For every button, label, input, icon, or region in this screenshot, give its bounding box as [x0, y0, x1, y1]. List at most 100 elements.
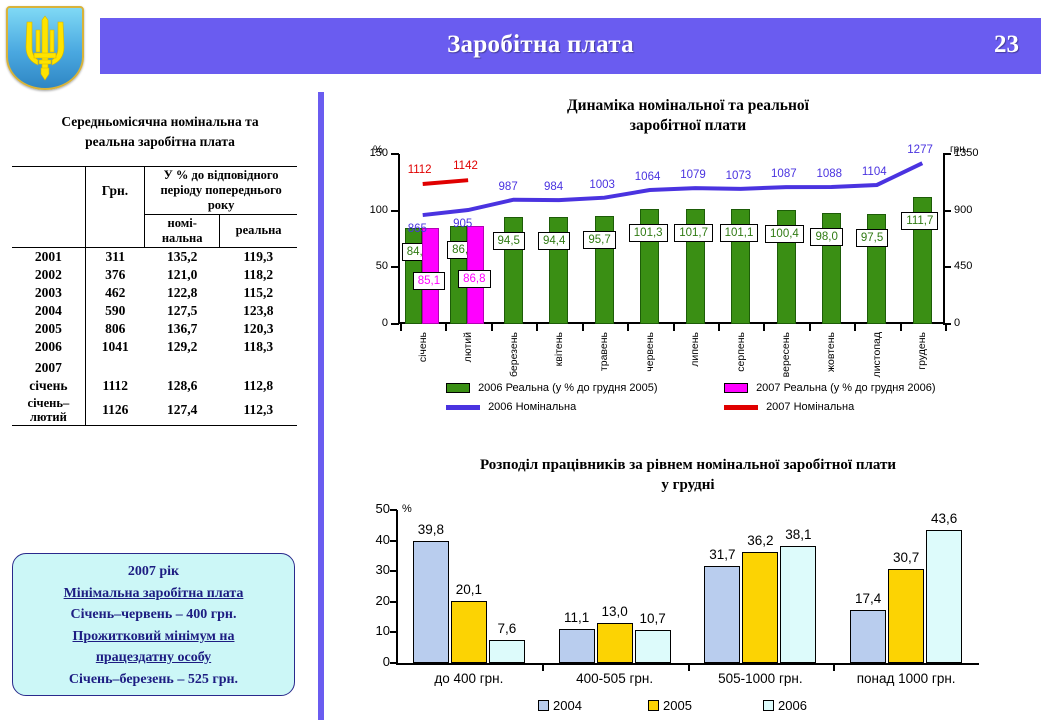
- chart2-ytick-label: 50: [375, 501, 390, 516]
- chart1-line-label-2007-nominal: 1142: [453, 160, 478, 173]
- chart1-bar-label-2006-real: 95,7: [583, 230, 616, 249]
- legend-label-2007-nominal: 2007 Номінальна: [766, 401, 855, 413]
- chart2-ytick-label: 0: [382, 654, 390, 669]
- chart2-bar-label: 38,1: [785, 527, 812, 543]
- chart1-ytick-label: 50: [375, 260, 388, 273]
- chart2-xtick: [687, 665, 690, 671]
- chart1-line-label-2006-nominal: 1064: [634, 171, 661, 183]
- chart1-line-label-2006-nominal: 1003: [589, 178, 615, 191]
- chart1-month-label: грудень: [916, 332, 929, 370]
- legend-swatch-2006-nominal: [446, 404, 480, 410]
- legend-label-2004: 2004: [553, 698, 582, 713]
- legend-label-2006-nominal: 2006 Номінальна: [488, 401, 577, 413]
- chart1-xtick: [627, 324, 630, 331]
- chart1-xtick: [400, 324, 402, 331]
- chart2-bar-2004: [412, 541, 449, 663]
- chart1-month-label: липень: [689, 332, 702, 367]
- chart2-ytick: [390, 662, 397, 664]
- legend-swatch-2004: [538, 700, 549, 711]
- chart2-category-label: 505-1000 грн.: [718, 671, 803, 686]
- chart2-bar-label: 30,7: [892, 550, 920, 566]
- chart1-bar-label-2006-real: 111,7: [901, 212, 939, 231]
- table-header-row-1: Грн. У % до відповідного періоду поперед…: [12, 166, 297, 214]
- chart1-ytick-right-label: 0: [954, 317, 961, 329]
- chart1-xtick: [717, 324, 720, 331]
- chart-dynamics: Динаміка номінальної та реальної заробіт…: [338, 96, 1038, 426]
- chart-dynamics-title: Динаміка номінальної та реальної заробіт…: [567, 97, 809, 134]
- chart2-legend-item: 2004: [538, 698, 582, 713]
- chart1-line-label-2007-nominal: 1112: [407, 163, 432, 176]
- chart1-line-label-2006-nominal: 984: [543, 181, 564, 194]
- chart2-legend-item: 2006: [763, 698, 807, 713]
- table-row: 2007: [12, 355, 297, 377]
- chart-distribution-title: Розподіл працівників за рівнем номінальн…: [479, 457, 896, 493]
- chart2-ytick: [390, 631, 397, 634]
- chart2-legend-item: 2005: [648, 698, 692, 713]
- chart1-ytick: [391, 153, 399, 155]
- chart2-ytick: [390, 570, 397, 573]
- minimum-wage-info-box: 2007 рік Мінімальна заробітна плата Січе…: [12, 553, 295, 696]
- ukraine-trident-emblem: [6, 6, 84, 90]
- chart2-bar-2006: [488, 639, 525, 663]
- chart1-month-label: листопад: [870, 332, 883, 378]
- chart1-ytick: [391, 209, 399, 212]
- table-row: січень–лютий 1126 127,4 112,3: [12, 394, 297, 426]
- chart1-month-label: вересень: [780, 332, 793, 378]
- chart1-ytick: [391, 323, 399, 325]
- chart1-line-label-2006-nominal: 905: [453, 218, 473, 231]
- chart1-bar-label-2007-real: 85,1: [412, 271, 446, 290]
- chart2-bar-label: 36,2: [747, 533, 774, 549]
- chart2-bar-2004: [850, 609, 887, 663]
- chart1-bar-label-2006-real: 101,3: [628, 224, 668, 243]
- chart1-y-axis-left: [398, 154, 400, 324]
- chart1-bar-label-2006-real: 98,0: [810, 227, 843, 246]
- info-line-year: 2007 рік: [127, 564, 180, 579]
- col-header-nominal: номі- нальна: [144, 213, 220, 247]
- chart2-ytick-label: 20: [375, 592, 390, 608]
- chart1-ytick: [391, 266, 399, 269]
- page-number: 23: [994, 31, 1019, 58]
- chart2-bar-label: 10,7: [639, 611, 666, 627]
- table-row: 2005 806 136,7 120,3: [34, 319, 274, 338]
- chart2-category-label: 400-505 грн.: [576, 671, 654, 686]
- chart1-month-label: червень: [643, 332, 656, 372]
- chart1-bar-label-2006-real: 94,4: [537, 232, 571, 250]
- table-row: 2004 590 127,5 123,8: [34, 301, 274, 320]
- chart1-xtick: [445, 324, 448, 331]
- table-row: 2006 1041 129,2 118,3: [34, 337, 274, 356]
- chart1-line-label-2006-nominal: 865: [407, 223, 427, 236]
- chart1-ylabel-right: грн.: [950, 144, 968, 155]
- table-row: 2001 311 135,2 119,3: [12, 246, 297, 266]
- chart1-bar-label-2006-real: 101,1: [719, 224, 759, 243]
- chart1-ylabel-left: %: [373, 144, 383, 156]
- vertical-divider: [318, 92, 324, 720]
- chart2-ytick: [390, 600, 397, 603]
- chart1-month-label: квітень: [552, 332, 565, 367]
- legend-label-2006-real: 2006 Реальна (у % до грудня 2005): [478, 382, 658, 394]
- chart1-month-label: березень: [507, 332, 520, 377]
- legend-swatch-2006: [763, 700, 774, 711]
- chart1-xtick: [763, 324, 766, 331]
- chart1-line: [422, 178, 469, 186]
- chart2-ytick-label: 40: [375, 531, 390, 547]
- legend-swatch-2006-real: [446, 383, 470, 394]
- table-row: 2002 376 121,0 118,2: [34, 265, 274, 284]
- info-line-subsistence-label-1: Прожитковий мінімум на: [72, 628, 235, 644]
- chart1-y-axis-right: [943, 154, 945, 324]
- chart2-category-label: до 400 грн.: [434, 671, 504, 686]
- chart1-bar-label-2006-real: 97,5: [855, 228, 889, 247]
- table-title: Середньомісячна номінальна та реальна за…: [61, 114, 259, 149]
- info-line-minwage-value: Січень–червень – 400 грн.: [70, 607, 237, 622]
- chart1-xtick: [672, 324, 675, 331]
- chart1-bar-label-2006-real: 94,5: [492, 231, 525, 250]
- col-header-real: реальна: [219, 213, 297, 247]
- chart2-ytick-label: 10: [375, 623, 390, 639]
- info-line-subsistence-value: Січень–березень – 525 грн.: [68, 671, 239, 687]
- table-row: 2003 462 122,8 115,2: [34, 283, 274, 302]
- chart2-bar-2004: [704, 565, 741, 663]
- chart1-ytick-right: [943, 153, 951, 155]
- chart2-xtick: [541, 665, 544, 671]
- chart2-category-label: понад 1000 грн.: [856, 671, 956, 686]
- legend-swatch-2005: [648, 700, 659, 711]
- chart1-bar-label-2007-real: 86,8: [458, 269, 491, 288]
